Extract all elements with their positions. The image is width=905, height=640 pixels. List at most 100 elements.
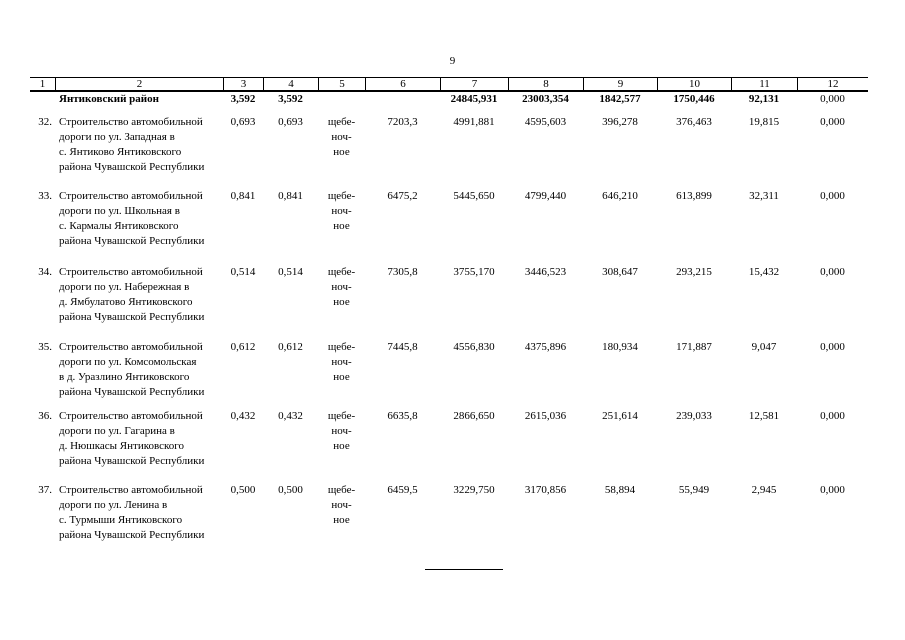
header-cell: 3 <box>223 78 263 90</box>
cell: 0,693 <box>278 116 303 128</box>
cell: 1750,446 <box>673 93 715 105</box>
object-name-line: д. Нюшкасы Янтиковского <box>59 440 185 452</box>
cell: 0,693 <box>230 116 256 128</box>
row-number: 32. <box>38 116 52 128</box>
header-cell: 11 <box>731 78 797 90</box>
surface-type-line: ное <box>333 296 350 308</box>
cell: 7445,8 <box>387 341 418 353</box>
cell: 3446,523 <box>524 266 567 278</box>
object-name-line: с. Турмыши Янтиковского <box>59 514 183 526</box>
object-name-line: дороги по ул. Школьная в <box>59 205 180 217</box>
cell: 7203,3 <box>387 116 418 128</box>
cell: 92,131 <box>748 93 780 105</box>
cell: 0,432 <box>278 410 303 422</box>
object-name-line: дороги по ул. Комсомольская <box>59 356 197 368</box>
object-name-line: района Чувашской Республики <box>59 386 205 398</box>
header-cell: 5 <box>318 78 365 90</box>
surface-type: щебе-ноч-ное <box>318 409 365 469</box>
cell: 6635,8 <box>387 410 418 422</box>
object-name: Строительство автомобильной дороги по ул.… <box>55 340 223 400</box>
table-row: 35. Строительство автомобильной дороги по … <box>30 340 868 400</box>
surface-type: щебе-ноч-ное <box>318 340 365 400</box>
cell: 12,581 <box>748 410 780 422</box>
object-name-line: Строительство автомобильной <box>59 484 203 496</box>
object-name-line: дороги по ул. Ленина в <box>59 499 168 511</box>
surface-type: щебе-ноч-ное <box>318 115 365 175</box>
surface-type-line: ное <box>333 514 350 526</box>
cell: 251,614 <box>602 410 638 422</box>
table-row: 34. Строительство автомобильной дороги по … <box>30 265 868 325</box>
surface-type: щебе-ноч-ное <box>318 483 365 543</box>
cell: 7305,8 <box>387 266 418 278</box>
cell: 4375,896 <box>524 341 567 353</box>
cell: 24845,931 <box>450 93 498 105</box>
cell: 0,000 <box>820 410 845 422</box>
cell: 9,047 <box>751 341 777 353</box>
surface-type: щебе-ноч-ное <box>318 265 365 325</box>
surface-type-line: щебе- <box>327 410 356 422</box>
object-name-line: д. Ямбулатово Янтиковского <box>59 296 193 308</box>
page-number: 9 <box>449 55 456 67</box>
cell: 58,894 <box>604 484 636 496</box>
header-cell: 4 <box>263 78 318 90</box>
cell: 308,647 <box>602 266 638 278</box>
cell: 6459,5 <box>387 484 418 496</box>
object-name: Строительство автомобильной дороги по ул.… <box>55 115 223 175</box>
object-name-line: района Чувашской Республики <box>59 455 205 467</box>
district-name: Янтиковский район <box>59 93 159 105</box>
surface-type-line: ное <box>333 146 350 158</box>
cell: 3170,856 <box>524 484 567 496</box>
object-name-line: района Чувашской Республики <box>59 161 205 173</box>
object-name: Строительство автомобильной дороги по ул.… <box>55 189 223 249</box>
surface-type-line: ноч- <box>331 281 352 293</box>
cell <box>365 92 440 107</box>
table-row: 33. Строительство автомобильной дороги по … <box>30 189 868 249</box>
cell: 0,000 <box>820 93 845 105</box>
cell: 171,887 <box>676 341 712 353</box>
cell: 0,000 <box>820 266 845 278</box>
header-cell: 8 <box>508 78 583 90</box>
object-name: Строительство автомобильной дороги по ул.… <box>55 483 223 543</box>
cell: 15,432 <box>748 266 780 278</box>
object-name-line: Строительство автомобильной <box>59 410 203 422</box>
surface-type-line: щебе- <box>327 116 356 128</box>
object-name-line: Строительство автомобильной <box>59 266 203 278</box>
header-cell: 2 <box>55 78 223 90</box>
object-name-line: района Чувашской Республики <box>59 311 205 323</box>
cell: 180,934 <box>602 341 638 353</box>
cell: 2615,036 <box>524 410 567 422</box>
cell: 0,500 <box>230 484 256 496</box>
cell: 3,592 <box>278 93 303 105</box>
header-cell: 1 <box>39 78 46 90</box>
object-name-line: дороги по ул. Набережная в <box>59 281 190 293</box>
cell: 293,215 <box>676 266 712 278</box>
cell: 0,000 <box>820 116 845 128</box>
row-number: 35. <box>38 341 52 353</box>
surface-type-line: щебе- <box>327 266 356 278</box>
cell: 0,000 <box>820 341 845 353</box>
cell: 0,612 <box>230 341 256 353</box>
table-row: 32. Строительство автомобильной дороги по … <box>30 115 868 175</box>
surface-type-line: ноч- <box>331 499 352 511</box>
header-cell: 6 <box>365 78 440 90</box>
row-number: 34. <box>38 266 52 278</box>
surface-type-line: ное <box>333 220 350 232</box>
table-header: 1 2 3 4 5 6 7 8 9 10 11 12 <box>30 77 868 92</box>
cell: 0,514 <box>230 266 256 278</box>
cell: 23003,354 <box>522 93 569 105</box>
table-row: 37. Строительство автомобильной дороги по … <box>30 483 868 543</box>
cell: 6475,2 <box>387 190 418 202</box>
cell: 0,841 <box>230 190 256 202</box>
district-total-row: Янтиковский район 3,592 3,592 24845,931 … <box>30 92 868 107</box>
cell: 239,033 <box>676 410 712 422</box>
cell: 0,612 <box>278 341 303 353</box>
cell: 0,000 <box>820 190 845 202</box>
row-number: 33. <box>38 190 52 202</box>
header-cell: 12 <box>797 78 868 90</box>
object-name-line: дороги по ул. Гагарина в <box>59 425 175 437</box>
cell: 4595,603 <box>524 116 567 128</box>
cell: 2,945 <box>751 484 777 496</box>
footer-divider <box>425 569 503 570</box>
cell <box>318 92 365 107</box>
object-name-line: Строительство автомобильной <box>59 190 203 202</box>
